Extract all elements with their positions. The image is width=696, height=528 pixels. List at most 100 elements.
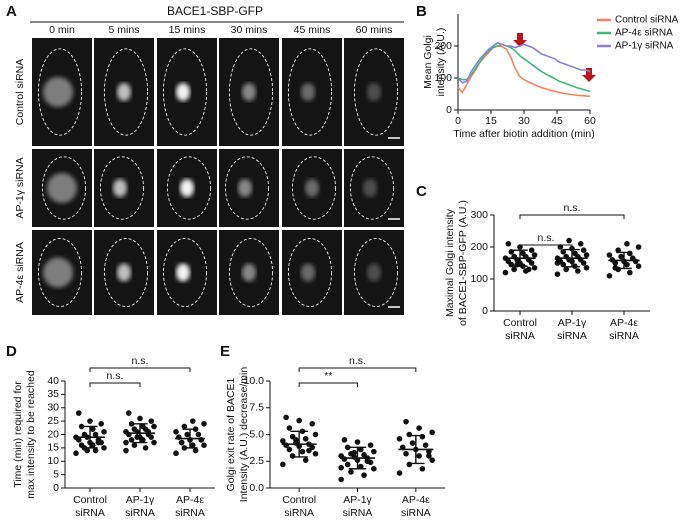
- data-point: [81, 431, 88, 438]
- data-point: [416, 425, 422, 431]
- data-point: [426, 453, 432, 459]
- data-point: [505, 241, 512, 247]
- error-bar: [512, 249, 528, 267]
- data-point: [173, 450, 179, 457]
- x-tick-label: 0: [455, 115, 461, 127]
- y-axis-label: max intensity to be reached: [25, 370, 37, 499]
- data-point: [344, 461, 351, 468]
- y-tick-label: 20: [47, 428, 59, 440]
- data-point: [618, 253, 624, 260]
- data-point: [173, 429, 179, 435]
- data-point: [575, 268, 581, 274]
- cell-signal: [242, 83, 256, 101]
- cell-signal: [301, 83, 315, 101]
- data-point: [101, 445, 107, 451]
- x-tick-label: siRNA: [401, 507, 431, 519]
- x-tick-label: 15: [485, 115, 497, 127]
- x-tick-label: siRNA: [557, 330, 587, 342]
- y-tick-label: 5.0: [249, 428, 264, 440]
- y-tick-label: 200: [434, 40, 452, 52]
- significance-label: n.s.: [132, 355, 149, 367]
- data-point: [101, 429, 107, 435]
- data-point: [192, 447, 199, 454]
- axis: [269, 381, 445, 489]
- significance-bracket: [298, 382, 358, 387]
- significance-bracket: [519, 244, 573, 249]
- cell-outline: [353, 48, 399, 136]
- data-point: [354, 439, 361, 445]
- error-bar: [290, 430, 308, 458]
- cell-outline: [287, 238, 333, 307]
- data-point: [151, 423, 157, 430]
- x-tick-label: 45: [551, 115, 563, 127]
- data-point: [572, 250, 578, 257]
- data-point: [280, 438, 286, 444]
- y-tick-label: 40: [47, 375, 59, 387]
- cell-outline: [41, 156, 87, 220]
- data-point: [627, 269, 633, 276]
- arrow: [582, 68, 596, 82]
- data-point: [557, 244, 564, 250]
- y-tick-label: 10: [47, 455, 59, 467]
- error-bar: [348, 446, 367, 470]
- data-point: [511, 266, 517, 273]
- y-tick-label: 0: [482, 305, 488, 317]
- error-bar: [132, 423, 148, 444]
- data-point: [201, 421, 207, 427]
- data-point: [563, 266, 569, 273]
- significance-bracket: [298, 367, 417, 372]
- data-point: [429, 457, 435, 463]
- data-point: [429, 429, 435, 436]
- data-point: [606, 252, 613, 258]
- x-tick-label: AP-4ε: [402, 494, 430, 506]
- data-point: [615, 247, 621, 253]
- data-point: [361, 472, 367, 478]
- data-point: [92, 447, 99, 454]
- cell-outline: [166, 156, 212, 220]
- cell-outline: [37, 238, 83, 307]
- cell-outline: [99, 156, 145, 220]
- x-tick-label: AP-1γ: [558, 317, 587, 329]
- data-point: [371, 448, 377, 455]
- y-tick-label: 200: [470, 241, 488, 253]
- data-point: [635, 244, 642, 250]
- condition-label: Control siRNA: [14, 59, 26, 126]
- data-point: [367, 442, 374, 449]
- series-line: [457, 43, 591, 93]
- data-point: [554, 260, 561, 266]
- y-tick-label: 0: [446, 104, 452, 116]
- data-point: [123, 447, 129, 454]
- data-point: [348, 469, 354, 475]
- cell-signal: [113, 179, 127, 197]
- x-tick-label: siRNA: [609, 330, 639, 342]
- data-point: [148, 418, 154, 424]
- cell-signal: [238, 179, 252, 197]
- x-tick-label: Control: [503, 317, 537, 329]
- y-tick-label: 0: [53, 482, 59, 494]
- data-point: [131, 426, 138, 432]
- cell-outline: [287, 48, 333, 136]
- legend-label: AP-1γ siRNA: [615, 41, 674, 52]
- x-tick-label: siRNA: [284, 507, 314, 519]
- timepoint-label: 45 mins: [294, 24, 331, 36]
- data-point: [396, 435, 403, 442]
- data-point: [577, 241, 584, 247]
- data-point: [403, 450, 409, 457]
- data-point: [78, 423, 85, 430]
- data-point: [338, 476, 344, 483]
- significance-label: n.s.: [538, 232, 555, 244]
- data-point: [178, 439, 185, 446]
- data-point: [201, 442, 207, 449]
- data-point: [364, 458, 371, 465]
- x-tick-label: Control: [73, 494, 107, 506]
- cell-outline: [349, 156, 395, 220]
- data-point: [344, 444, 351, 451]
- cell-outline: [162, 238, 208, 307]
- data-point: [142, 445, 149, 451]
- data-point: [73, 450, 79, 457]
- error-bar: [82, 425, 98, 449]
- cell-signal: [176, 83, 190, 101]
- data-point: [151, 439, 157, 446]
- panel-label: B: [416, 3, 427, 20]
- data-point: [580, 247, 587, 253]
